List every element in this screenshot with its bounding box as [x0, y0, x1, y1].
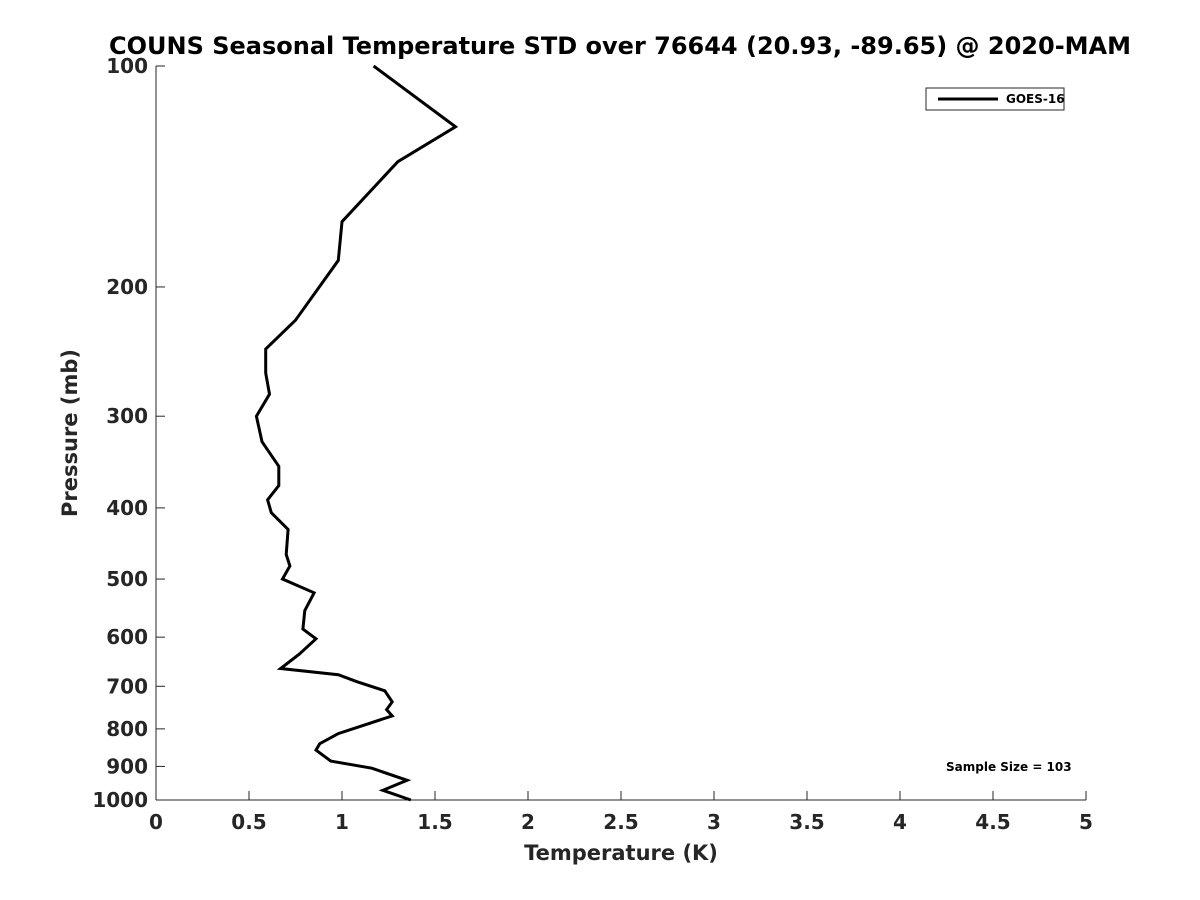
- y-tick-label: 100: [106, 54, 148, 78]
- y-tick-label: 900: [106, 754, 148, 778]
- chart-title: COUNS Seasonal Temperature STD over 7664…: [109, 32, 1131, 60]
- x-axis-ticks: 0 0.5 1 1.5 2 2.5 3 3.5 4 4.5 5: [149, 791, 1093, 834]
- legend: GOES-16: [925, 87, 1065, 111]
- series-group: [254, 64, 459, 802]
- y-tick-label: 1000: [92, 788, 148, 812]
- y-tick-label: 600: [106, 625, 148, 649]
- x-tick-label: 2.5: [603, 810, 638, 834]
- sample-size-annotation: Sample Size = 103: [946, 760, 1072, 774]
- x-axis-label: Temperature (K): [524, 841, 718, 865]
- y-tick-label: 300: [106, 404, 148, 428]
- x-tick-label: 0.5: [231, 810, 266, 834]
- series-line-goes-16: [254, 64, 459, 802]
- x-tick-label: 4: [893, 810, 907, 834]
- y-axis-label: Pressure (mb): [58, 349, 82, 517]
- x-tick-label: 3: [707, 810, 721, 834]
- x-tick-label: 4.5: [975, 810, 1010, 834]
- y-tick-label: 200: [106, 275, 148, 299]
- x-tick-label: 1: [335, 810, 349, 834]
- x-tick-label: 5: [1079, 810, 1093, 834]
- y-tick-label: 400: [106, 496, 148, 520]
- x-tick-label: 0: [149, 810, 163, 834]
- y-tick-label: 800: [106, 717, 148, 741]
- x-tick-label: 2: [521, 810, 535, 834]
- y-tick-label: 500: [106, 567, 148, 591]
- y-axis-ticks: 100 200 300 400 500 600 700 800 900 1000: [92, 54, 165, 812]
- legend-label-goes-16: GOES-16: [1006, 92, 1065, 106]
- x-tick-label: 1.5: [417, 810, 452, 834]
- y-tick-label: 700: [106, 674, 148, 698]
- plot-area: 0 0.5 1 1.5 2 2.5 3 3.5 4 4.5 5 100 200 300 400 500 600…: [92, 54, 1093, 834]
- x-tick-label: 3.5: [789, 810, 824, 834]
